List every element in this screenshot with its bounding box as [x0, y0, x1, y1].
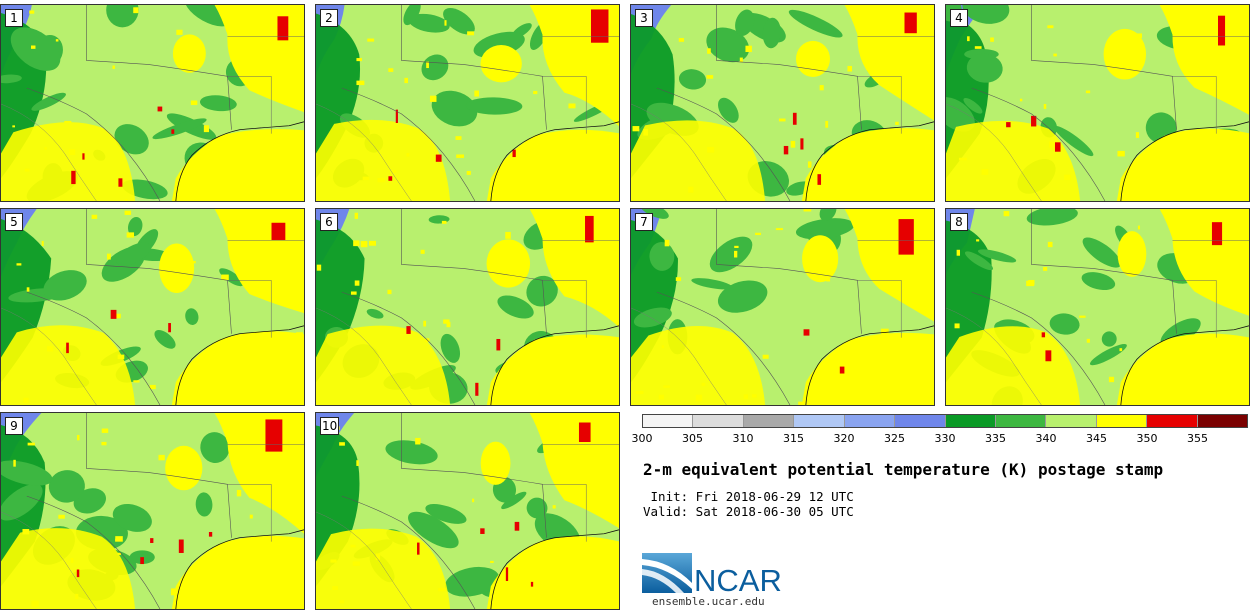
- ncar-logo: NCAR: [642, 553, 782, 595]
- colorbar-tick-label: 310: [732, 432, 754, 445]
- stamp-panel[interactable]: 2: [315, 4, 620, 202]
- stamp-number-label: 6: [320, 213, 338, 231]
- colorbar-tick-label: 355: [1187, 432, 1208, 445]
- svg-text:NCAR: NCAR: [694, 563, 782, 595]
- colorbar-tick-label: 325: [884, 432, 905, 445]
- stamp-number-label: 1: [5, 9, 23, 27]
- colorbar-tick-label: 305: [682, 432, 703, 445]
- colorbar-tick-label: 335: [985, 432, 1006, 445]
- colorbar-swatch: [844, 415, 896, 427]
- colorbar-swatch: [1147, 415, 1198, 427]
- colorbar-swatch: [743, 415, 795, 427]
- stamp-number-label: 7: [635, 213, 653, 231]
- stamp-panel[interactable]: 5: [0, 208, 305, 406]
- map-field: [1, 5, 304, 201]
- site-url[interactable]: ensemble.ucar.edu: [652, 595, 765, 608]
- colorbar-swatch: [693, 415, 744, 427]
- colorbar-tick-label: 345: [1086, 432, 1107, 445]
- stamp-panel[interactable]: 1: [0, 4, 305, 202]
- map-field: [946, 209, 1249, 405]
- colorbar-tick-label: 350: [1136, 432, 1158, 445]
- colorbar-ticks: 300 305 310 315 320 325 330 335 340 345 350 355: [632, 432, 1248, 446]
- stamp-panel[interactable]: 4: [945, 4, 1250, 202]
- stamp-number-label: 5: [5, 213, 23, 231]
- colorbar-swatch: [643, 415, 694, 427]
- map-field: [316, 5, 619, 201]
- colorbar-swatch: [1046, 415, 1097, 427]
- map-field: [316, 413, 619, 609]
- stamp-number-label: 4: [950, 9, 968, 27]
- stamp-number-label: 3: [635, 9, 653, 27]
- colorbar-swatch: [945, 415, 996, 427]
- stamp-panel[interactable]: 9: [0, 412, 305, 610]
- colorbar-swatch: [1096, 415, 1148, 427]
- stamp-panel[interactable]: 6: [315, 208, 620, 406]
- stamp-panel[interactable]: 8: [945, 208, 1250, 406]
- stamp-number-label: 2: [320, 9, 338, 27]
- colorbar-tick-label: 340: [1035, 432, 1057, 445]
- stamp-number-label: 9: [5, 417, 23, 435]
- colorbar-tick-label: 300: [631, 432, 653, 445]
- map-field: [946, 5, 1249, 201]
- map-field: [1, 209, 304, 405]
- stamp-panel[interactable]: 10: [315, 412, 620, 610]
- valid-time: Valid: Sat 2018-06-30 05 UTC: [643, 504, 854, 519]
- init-time: Init: Fri 2018-06-29 12 UTC: [643, 489, 854, 504]
- colorbar: [642, 414, 1248, 428]
- map-field: [316, 209, 619, 405]
- colorbar-tick-label: 320: [833, 432, 855, 445]
- map-field: [631, 209, 934, 405]
- map-field: [631, 5, 934, 201]
- map-field: [1, 413, 304, 609]
- colorbar-swatch: [895, 415, 946, 427]
- colorbar-tick-label: 315: [783, 432, 804, 445]
- colorbar-swatch: [1197, 415, 1248, 427]
- chart-title: 2-m equivalent potential temperature (K)…: [643, 460, 1164, 479]
- stamp-panel[interactable]: 3: [630, 4, 935, 202]
- colorbar-swatch: [794, 415, 845, 427]
- colorbar-swatch: [995, 415, 1047, 427]
- colorbar-tick-label: 330: [934, 432, 956, 445]
- stamp-panel[interactable]: 7: [630, 208, 935, 406]
- stamp-number-label: 8: [950, 213, 968, 231]
- stamp-number-label: 10: [320, 417, 340, 435]
